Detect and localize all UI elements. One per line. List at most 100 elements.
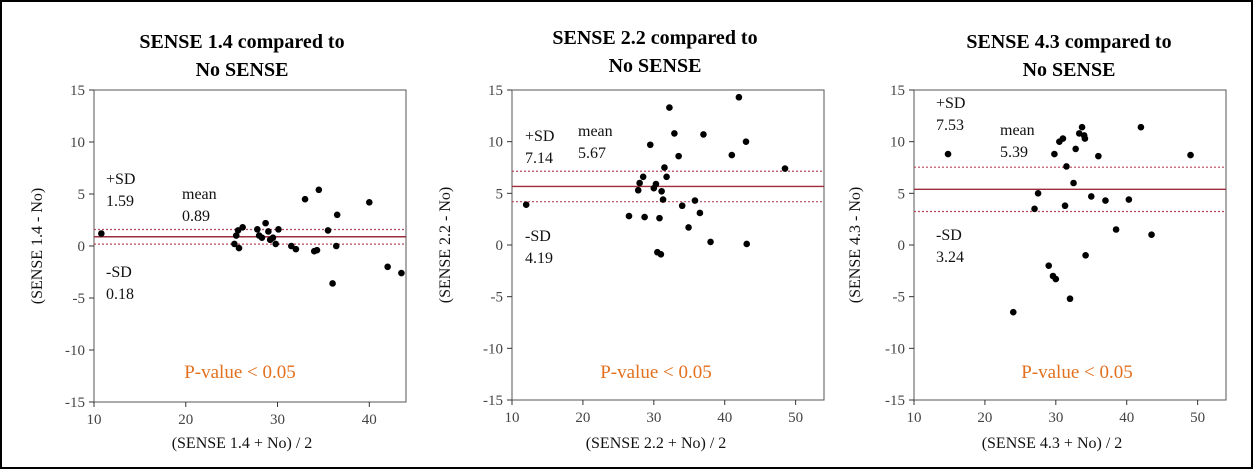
x-tick-label: 10 <box>87 412 102 428</box>
data-point <box>231 240 238 248</box>
mean-value: 0.89 <box>182 208 210 225</box>
data-point <box>292 245 300 253</box>
chart-panel-sense-2-2: SENSE 2.2 compared to No SENSE 15 10 5 0 -5-… <box>420 2 890 467</box>
data-point <box>1059 135 1067 142</box>
data-point <box>1125 196 1133 203</box>
mean-label: mean <box>1000 122 1035 139</box>
y-tick-label: -5 <box>491 290 504 306</box>
chart-panel-sense-4-3: SENSE 4.3 compared to No SENSE 15 10 5 0 -5-… <box>834 2 1251 467</box>
data-point <box>384 263 391 271</box>
y-tick-label: 15 <box>488 83 503 99</box>
data-point <box>675 152 682 160</box>
y-tick-label: 0 <box>78 239 86 255</box>
y-tick-label: -15 <box>885 393 905 409</box>
lower-sd-value: 0.18 <box>106 286 134 303</box>
lower-sd-value: 4.19 <box>525 250 553 267</box>
chart-title-line-2: No SENSE <box>1022 59 1116 81</box>
mean-value: 5.39 <box>1000 144 1028 161</box>
data-point <box>1102 197 1109 204</box>
data-point <box>944 150 952 158</box>
data-point <box>700 131 707 138</box>
x-tick-label: 30 <box>1048 410 1063 426</box>
chart-title-line-2: No SENSE <box>195 59 289 81</box>
data-point <box>657 251 665 258</box>
mean-label: mean <box>578 123 613 140</box>
x-tick-label: 20 <box>977 410 992 426</box>
chart-title: SENSE 4.3 compared to No SENSE <box>834 28 1253 84</box>
data-point <box>661 164 668 171</box>
data-point <box>1081 135 1089 142</box>
y-tick-label: -10 <box>65 343 85 359</box>
data-point <box>634 186 642 194</box>
lower-sd-label: -SD <box>106 264 132 281</box>
x-tick-label: 30 <box>646 410 661 426</box>
data-point <box>265 228 272 235</box>
y-tick-label: 10 <box>70 135 85 151</box>
data-point <box>1045 262 1053 269</box>
chart-title-line-1: SENSE 4.3 compared to <box>966 31 1172 53</box>
data-point <box>658 187 665 195</box>
data-point <box>272 240 279 248</box>
data-point <box>1009 308 1017 316</box>
data-point <box>696 209 704 217</box>
y-tick-label: 10 <box>890 135 905 151</box>
x-axis-label: (SENSE 4.3 + No) / 2 <box>982 435 1123 452</box>
lower-sd-label: -SD <box>936 227 962 244</box>
data-point <box>269 234 277 241</box>
data-point <box>707 238 714 246</box>
data-point <box>646 141 654 149</box>
upper-sd-value: 7.53 <box>936 117 964 134</box>
upper-sd-label: +SD <box>525 128 554 145</box>
y-tick-label: -15 <box>483 393 503 409</box>
chart-title-line-1: SENSE 1.4 compared to <box>139 31 345 53</box>
data-point <box>1087 193 1095 200</box>
data-point <box>1063 163 1070 170</box>
data-point <box>1095 152 1102 160</box>
data-point <box>313 246 321 254</box>
p-value-annotation: P-value < 0.05 <box>600 362 712 383</box>
data-point <box>641 213 648 221</box>
plot-area <box>93 89 407 403</box>
y-tick-label: 5 <box>496 186 504 202</box>
data-point <box>1078 123 1086 131</box>
data-point <box>1051 150 1058 158</box>
data-point <box>652 180 660 188</box>
data-point <box>1052 275 1060 283</box>
y-tick-label: 5 <box>898 186 906 202</box>
y-axis-label: (SENSE 4.3 - No) <box>847 187 864 303</box>
data-point <box>329 280 336 287</box>
upper-sd-value: 7.14 <box>525 150 553 167</box>
x-tick-label: 50 <box>1190 410 1205 426</box>
data-point <box>275 226 282 233</box>
plot-area <box>913 89 1227 401</box>
x-tick-label: 40 <box>1119 410 1134 426</box>
data-point <box>639 173 647 181</box>
x-tick-label: 20 <box>178 412 193 428</box>
y-tick-label: -5 <box>73 291 86 307</box>
data-point <box>666 104 673 111</box>
x-axis-label: (SENSE 2.2 + No) / 2 <box>586 435 727 452</box>
p-value-annotation: P-value < 0.05 <box>1021 362 1133 383</box>
data-point <box>232 232 240 239</box>
y-axis-label: (SENSE 1.4 - No) <box>29 188 46 304</box>
y-tick-label: 15 <box>70 83 85 99</box>
chart-panel-sense-1-4: SENSE 1.4 compared to No SENSE 15 10 5 0 -5 -… <box>2 2 482 467</box>
y-tick-label: 0 <box>898 238 906 254</box>
data-point <box>398 269 405 277</box>
data-point <box>1034 190 1042 197</box>
upper-sd-value: 1.59 <box>106 193 134 210</box>
y-tick-label: 15 <box>890 83 905 99</box>
upper-sd-label: +SD <box>936 95 965 112</box>
data-point <box>743 240 751 248</box>
data-point <box>636 179 643 187</box>
y-tick-label: 0 <box>496 238 504 254</box>
data-point <box>1082 252 1089 259</box>
chart-title: SENSE 1.4 compared to No SENSE <box>2 28 482 84</box>
x-tick-label: 40 <box>362 412 377 428</box>
data-point <box>691 197 699 204</box>
data-point <box>656 214 663 222</box>
x-tick-label: 10 <box>505 410 520 426</box>
y-axis-label: (SENSE 2.2 - No) <box>437 187 454 303</box>
